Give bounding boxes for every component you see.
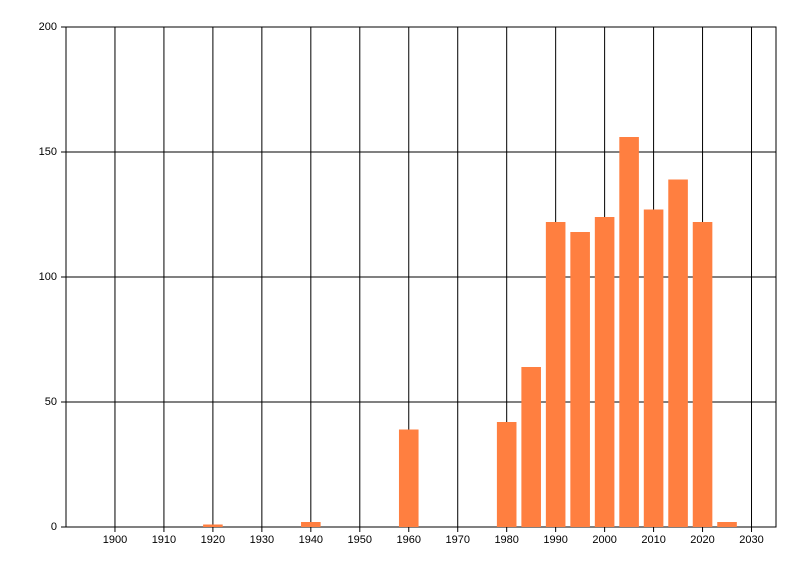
x-tick-label: 1980 [494,534,518,546]
x-tick-label: 2030 [739,534,763,546]
x-tick-label: 1970 [445,534,469,546]
y-tick-label: 50 [45,396,57,408]
x-tick-label: 1950 [348,534,372,546]
y-tick-label: 0 [51,521,57,533]
x-tick-label: 1930 [250,534,274,546]
x-tick-label: 2020 [690,534,714,546]
bar [594,217,615,527]
x-tick-label: 2010 [641,534,665,546]
bar [570,232,590,527]
x-tick-label: 1960 [397,534,421,546]
bar [692,222,713,527]
bar [545,222,566,527]
bar [301,522,321,527]
bar [203,524,223,527]
plot-frame [65,26,777,528]
x-tick-label: 1910 [152,534,176,546]
x-tick-label: 1920 [201,534,225,546]
x-tick-label: 1990 [543,534,567,546]
bar [521,367,541,527]
bar [619,137,639,527]
bar [668,179,688,527]
x-tick-label: 1940 [299,534,323,546]
y-tick-label: 200 [39,21,57,33]
x-tick-label: 1900 [103,534,127,546]
bar [398,429,419,527]
bar [717,522,737,527]
y-tick-label: 150 [39,146,57,158]
bar [496,422,517,527]
bar [643,209,664,527]
y-tick-label: 100 [39,271,57,283]
x-tick-label: 2000 [592,534,616,546]
